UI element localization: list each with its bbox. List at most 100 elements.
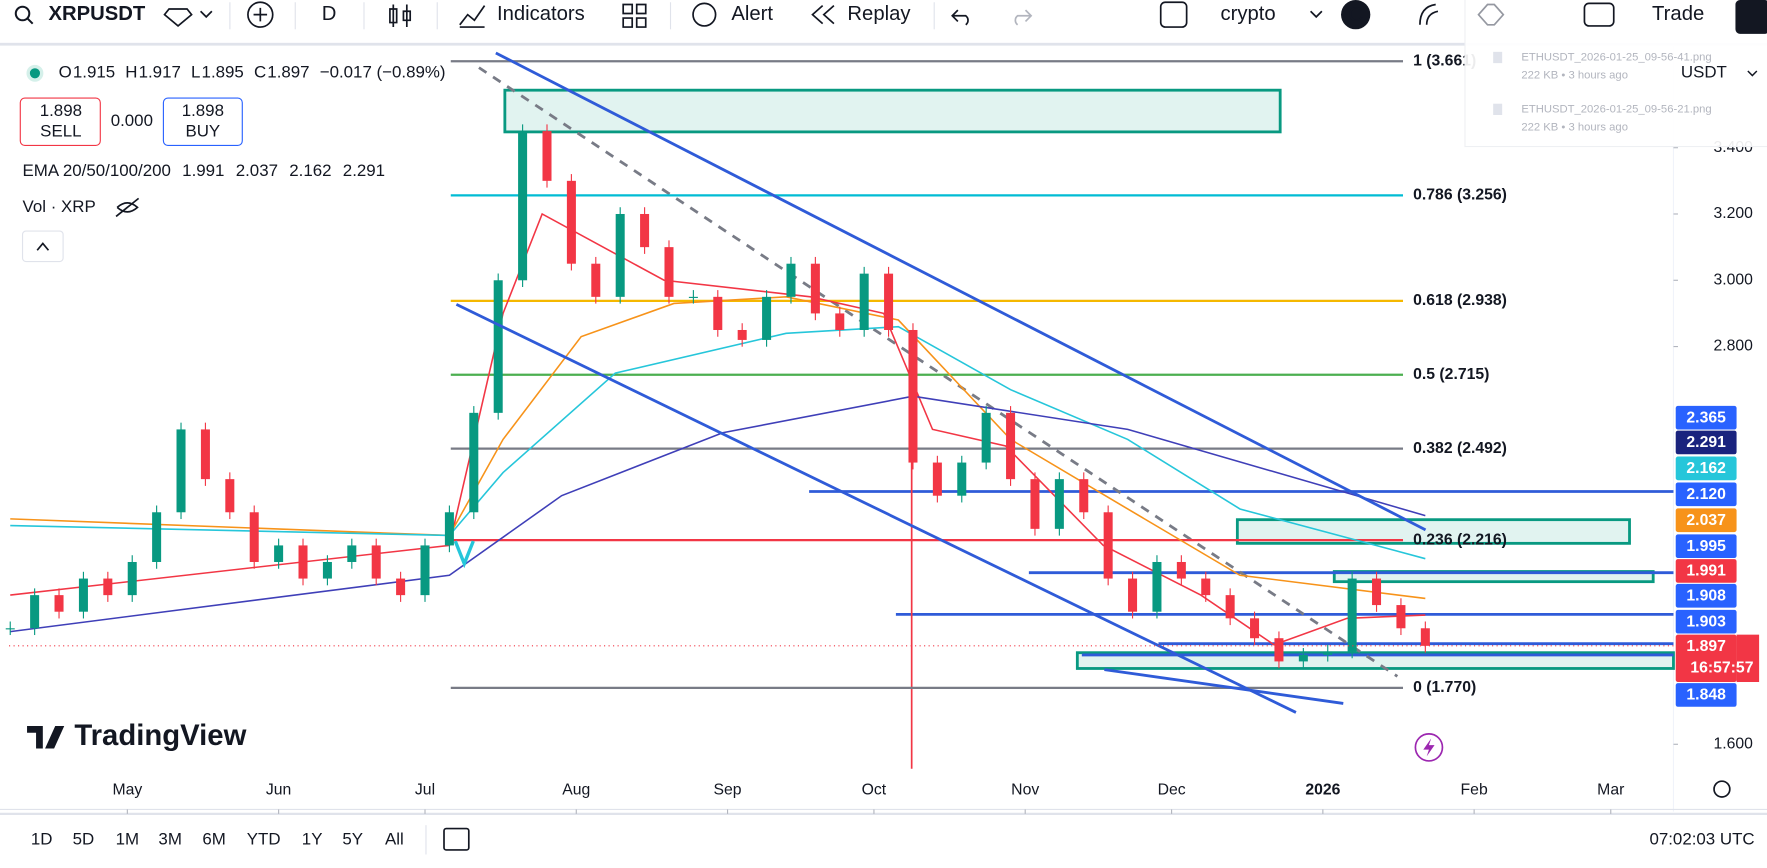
price-tag — [1675, 609, 1737, 634]
range-button[interactable]: 1Y — [302, 829, 323, 848]
add-symbol-button[interactable] — [247, 1, 274, 28]
price-tag-label: 2.291 — [1686, 434, 1726, 451]
price-tag-label: 2.120 — [1686, 486, 1726, 503]
candle-body — [1103, 512, 1113, 579]
layout-icon[interactable] — [1159, 1, 1188, 28]
candle-body — [1250, 618, 1260, 639]
avatar[interactable] — [1341, 0, 1371, 30]
buy-label[interactable]: BUY — [185, 121, 220, 140]
range-button[interactable]: 5Y — [342, 829, 363, 848]
candle-body — [5, 628, 15, 630]
quick-search-icon[interactable] — [1419, 3, 1439, 25]
buy-button[interactable] — [162, 97, 243, 146]
fib-label: 0.236 (2.216) — [1413, 531, 1507, 548]
sell-price[interactable]: 1.898 — [40, 101, 82, 120]
layout-name[interactable]: crypto — [1220, 3, 1275, 25]
cyan-marker — [453, 540, 475, 569]
clock[interactable]: 07:02:03 UTC — [1649, 829, 1754, 848]
diamond-icon[interactable] — [163, 8, 193, 28]
fib-label: 0 (1.770) — [1413, 679, 1476, 696]
zone-box — [1235, 518, 1631, 545]
ohlc-label: O — [59, 63, 72, 82]
price-tag-label: 1.908 — [1686, 587, 1726, 604]
candle-body — [200, 429, 210, 480]
candle-body — [249, 512, 259, 562]
price-tag — [1675, 405, 1737, 430]
candle-body — [1420, 628, 1430, 646]
range-button[interactable]: 5D — [73, 829, 95, 848]
candle-body — [127, 561, 137, 596]
file-icon — [1493, 103, 1503, 115]
indicators[interactable]: Indicators — [497, 3, 585, 25]
interval[interactable]: D — [322, 3, 337, 25]
replay-icon[interactable] — [811, 5, 835, 25]
undo-icon[interactable] — [951, 9, 969, 26]
replay[interactable]: Replay — [847, 3, 911, 25]
candle-body — [835, 313, 845, 330]
spread: 0.000 — [111, 111, 153, 130]
volume-label: Vol · XRP — [23, 197, 96, 216]
ohlc-value: 1.917 — [139, 63, 181, 82]
download-name[interactable]: ETHUSDT_2026-01-25_09-56-21.png — [1521, 103, 1711, 115]
candles-icon[interactable] — [389, 4, 412, 28]
sell-label[interactable]: SELL — [40, 121, 81, 140]
camera-icon[interactable] — [1583, 2, 1615, 27]
hide-icon[interactable] — [115, 197, 140, 218]
candle-body — [737, 329, 747, 340]
download-name[interactable]: ETHUSDT_2026-01-25_09-56-41.png — [1521, 51, 1711, 63]
range-button[interactable]: 6M — [202, 829, 225, 848]
trade[interactable]: Trade — [1652, 3, 1704, 25]
range-button[interactable]: 3M — [158, 829, 181, 848]
price-tag — [1675, 456, 1737, 481]
range-button[interactable]: YTD — [247, 829, 281, 848]
alert-icon[interactable] — [692, 2, 717, 27]
price-tag — [1675, 430, 1737, 455]
candle-body — [420, 545, 430, 596]
price-tag — [1675, 482, 1737, 507]
candle-body — [640, 213, 650, 248]
candle-body — [1079, 479, 1089, 513]
candle-body — [176, 429, 186, 513]
candle-body — [615, 213, 625, 297]
currency[interactable]: USDT — [1681, 63, 1727, 82]
indicators-icon[interactable] — [459, 5, 486, 28]
x-tick-label: May — [112, 781, 142, 798]
fib-label: 0.786 (3.256) — [1413, 187, 1507, 204]
trend-line — [455, 303, 1297, 714]
settings-button[interactable] — [1713, 780, 1731, 798]
y-tick-label: 1.600 — [1713, 735, 1753, 752]
sell-button[interactable] — [19, 97, 101, 146]
range-button[interactable]: 1D — [31, 829, 53, 848]
fib-label: 0.5 (2.715) — [1413, 366, 1489, 383]
candle-body — [957, 462, 967, 496]
candle-body — [786, 263, 796, 297]
candle-body — [591, 263, 601, 297]
candle-body — [664, 247, 674, 297]
countdown-bg — [1736, 634, 1760, 682]
layouts-icon[interactable] — [622, 3, 647, 28]
price-tag-label: 2.365 — [1686, 409, 1726, 426]
alert[interactable]: Alert — [731, 3, 773, 25]
price-tag-label: 2.037 — [1686, 512, 1726, 529]
candle-body — [1274, 638, 1284, 662]
search-icon — [14, 5, 31, 22]
range-button[interactable]: All — [385, 829, 404, 848]
date-range-icon[interactable] — [443, 827, 470, 851]
price-tag-label: 1.995 — [1686, 538, 1726, 555]
price-tag — [1675, 534, 1737, 558]
collapse-button[interactable] — [21, 230, 64, 263]
y-tick-label: 3.000 — [1713, 271, 1753, 288]
pu-button[interactable] — [1735, 0, 1767, 34]
range-button[interactable]: 1M — [116, 829, 139, 848]
redo-icon[interactable] — [1014, 9, 1033, 26]
collapse-icon — [36, 242, 50, 251]
candle-body — [396, 578, 406, 596]
candle-body — [566, 180, 576, 264]
price-tag — [1675, 634, 1737, 682]
ema-value: 2.162 — [289, 161, 331, 180]
candle-body — [810, 263, 820, 314]
candle-body — [1323, 651, 1333, 655]
symbol[interactable]: XRPUSDT — [48, 3, 145, 25]
buy-price[interactable]: 1.898 — [182, 101, 224, 120]
